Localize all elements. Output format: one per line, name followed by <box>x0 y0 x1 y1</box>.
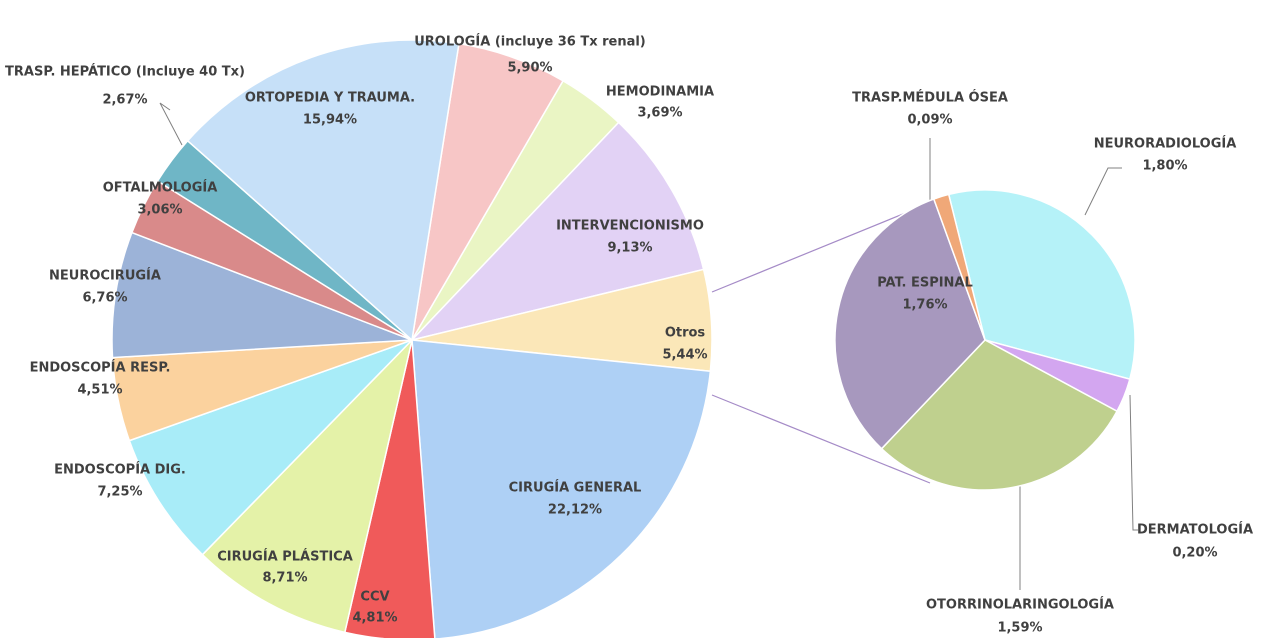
slice-value: 1,59% <box>997 621 1042 636</box>
slice-label: NEUROCIRUGÍA <box>49 268 161 284</box>
pie-slice <box>128 339 413 556</box>
slice-value: 7,25% <box>97 485 142 500</box>
slice-value: 1,76% <box>902 298 947 313</box>
slice-value: 6,76% <box>82 291 127 306</box>
slice-value: 3,06% <box>137 203 182 218</box>
connector <box>711 394 931 484</box>
slice-label: DERMATOLOGÍA <box>1137 522 1253 538</box>
slice-label: TRASP. HEPÁTICO (Incluye 40 Tx) <box>5 64 245 80</box>
slice-value: 5,90% <box>507 61 552 76</box>
slice-label: TRASP.MÉDULA ÓSEA <box>852 90 1008 106</box>
leader-line <box>1084 167 1122 216</box>
pie-slice <box>834 198 986 450</box>
slice-value: 2,67% <box>102 93 147 108</box>
pie-slice <box>880 339 1119 491</box>
slice-label: ORTOPEDIA Y TRAUMA. <box>245 91 415 106</box>
slice-value: 4,81% <box>352 611 397 626</box>
leader-line <box>1129 394 1138 531</box>
slice-label: ENDOSCOPÍA DIG. <box>54 462 186 478</box>
slice-label: HEMODINAMIA <box>606 85 714 100</box>
slice-label: CIRUGÍA GENERAL <box>509 480 642 496</box>
pie-slice <box>111 231 413 359</box>
slice-label: CCV <box>360 590 389 605</box>
slice-label: UROLOGÍA (incluye 36 Tx renal) <box>414 34 646 50</box>
slice-value: 1,80% <box>1142 159 1187 174</box>
slice-label: CIRUGÍA PLÁSTICA <box>217 549 353 565</box>
slice-label: OTORRINOLARINGOLOGÍA <box>926 597 1114 613</box>
slice-label: PAT. ESPINAL <box>877 276 973 291</box>
slice-label: Otros <box>665 326 706 341</box>
slice-value: 15,94% <box>303 113 357 128</box>
slice-label: OFTALMOLOGÍA <box>103 180 218 196</box>
slice-value: 3,69% <box>637 106 682 121</box>
pie-slice <box>947 189 1136 381</box>
leader-line <box>159 102 183 146</box>
connector <box>711 204 926 293</box>
slice-label: NEURORADIOLOGÍA <box>1094 136 1237 152</box>
slice-value: 0,09% <box>907 113 952 128</box>
pie-slice <box>411 339 712 638</box>
slice-label: ENDOSCOPÍA RESP. <box>30 360 171 376</box>
pie-slice <box>186 39 460 342</box>
slice-value: 22,12% <box>548 503 602 518</box>
slice-value: 5,44% <box>662 348 707 363</box>
pie-slice <box>201 337 414 634</box>
slice-value: 4,51% <box>77 383 122 398</box>
slice-label: INTERVENCIONISMO <box>556 219 704 234</box>
slice-value: 0,20% <box>1172 546 1217 561</box>
slice-value: 9,13% <box>607 241 652 256</box>
pie-slice <box>932 193 986 341</box>
slice-value: 8,71% <box>262 571 307 586</box>
pie-slice <box>409 121 705 342</box>
